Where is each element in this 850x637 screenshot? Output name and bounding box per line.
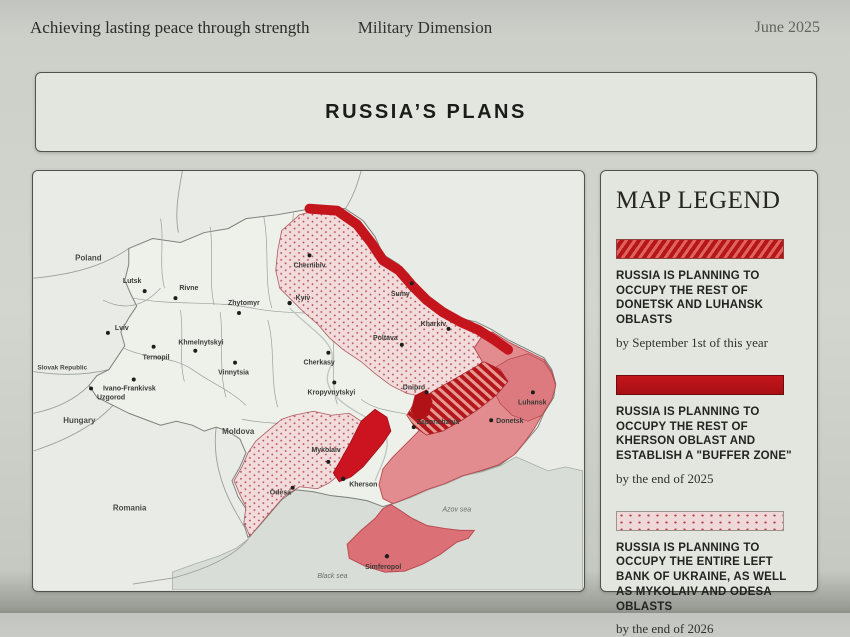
country-label-romania: Romania xyxy=(113,504,147,513)
city-dot-donetsk xyxy=(489,418,494,423)
city-dot-chernihiv xyxy=(307,253,312,258)
page-title: RUSSIA’S PLANS xyxy=(325,100,527,123)
city-markers: Lutsk Rivne Zhytomyr Kyiv Chernihiv Sumy… xyxy=(89,253,547,571)
hatch-dark-blob xyxy=(410,389,433,422)
city-dot-ternopil xyxy=(151,344,156,349)
city-dot-khmelnytskyi xyxy=(193,348,198,353)
city-label-simferopol: Simferopol xyxy=(365,564,401,571)
legend-item-text: RUSSIA IS PLANNING TO OCCUPY THE REST OF… xyxy=(616,405,792,463)
dnipro-river xyxy=(289,307,388,482)
buffer-zone-band xyxy=(304,203,514,355)
city-dot-kropyvnytskyi xyxy=(332,380,337,385)
city-label-donetsk: Donetsk xyxy=(496,418,524,425)
kherson-red-blob xyxy=(332,408,392,483)
ukraine-map: Poland Slovak Republic Hungary Moldova R… xyxy=(33,171,583,591)
city-dot-kharkiv xyxy=(446,326,451,331)
legend-item-deadline: by September 1st of this year xyxy=(616,334,768,350)
city-label-chernihiv: Chernihiv xyxy=(294,262,326,269)
region-luhansk xyxy=(491,353,557,422)
city-dot-dnipro xyxy=(424,390,429,395)
country-label-hungary: Hungary xyxy=(63,416,96,425)
city-label-zhytomyr: Zhytomyr xyxy=(228,300,260,307)
city-dot-lviv xyxy=(105,330,110,335)
legend-swatch-solid xyxy=(616,374,784,395)
city-dot-lutsk xyxy=(142,289,147,294)
legend-item-deadline: by the end of 2025 xyxy=(616,470,714,486)
legend-item: RUSSIA IS PLANNING TO OCCUPY THE REST OF… xyxy=(616,239,802,351)
country-label-moldova: Moldova xyxy=(222,427,255,436)
city-dot-ivano-frankivsk xyxy=(131,377,136,382)
city-label-kherson: Kherson xyxy=(349,482,377,489)
city-label-lutsk: Lutsk xyxy=(123,278,142,285)
legend-item: RUSSIA IS PLANNING TO OCCUPY THE REST OF… xyxy=(616,374,802,487)
city-label-odesa: Odesa xyxy=(270,490,291,497)
map-panel: Poland Slovak Republic Hungary Moldova R… xyxy=(32,170,585,592)
city-label-kropyvnytskyi: Kropyvnytskyi xyxy=(308,389,356,396)
region-crimea xyxy=(346,504,476,573)
legend-item: RUSSIA IS PLANNING TO OCCUPY THE ENTIRE … xyxy=(616,510,802,637)
legend-item-text: RUSSIA IS PLANNING TO OCCUPY THE ENTIRE … xyxy=(616,541,787,613)
legend-item-text: RUSSIA IS PLANNING TO OCCUPY THE REST OF… xyxy=(616,270,764,327)
city-dot-uzgorod xyxy=(89,386,94,391)
city-dot-poltava xyxy=(399,342,404,347)
header-date: June 2025 xyxy=(754,19,820,36)
header-left-text: Achieving lasting peace through strength xyxy=(30,18,310,37)
city-label-sumy: Sumy xyxy=(391,291,410,298)
city-dot-sumy xyxy=(409,281,414,286)
city-label-poltava: Poltava xyxy=(373,335,398,342)
city-label-uzgorod: Uzgorod xyxy=(97,394,125,401)
city-dot-vinnytsia xyxy=(233,360,238,365)
city-label-luhansk: Luhansk xyxy=(518,399,547,406)
city-dot-zhytomyr xyxy=(237,310,241,315)
country-label-poland: Poland xyxy=(75,253,102,262)
city-label-dnipro: Dnipro xyxy=(403,384,425,391)
region-hatched-donetsk xyxy=(406,361,509,436)
city-label-ternopil: Ternopil xyxy=(143,355,170,362)
city-dot-odesa xyxy=(290,485,295,490)
country-label-slovak-republic: Slovak Republic xyxy=(37,365,87,372)
city-dot-simferopol xyxy=(384,554,390,559)
legend-swatch-dotted xyxy=(616,510,784,531)
city-label-zaporizhzhia: Zaporizhzhia xyxy=(417,419,460,426)
legend-title: MAP LEGEND xyxy=(616,187,781,214)
city-dot-kherson xyxy=(341,476,346,481)
city-dot-mykolaiv xyxy=(326,459,331,464)
city-dot-kyiv xyxy=(287,300,292,306)
city-label-mykolaiv: Mykolaiv xyxy=(311,447,340,454)
city-label-lviv: Lviv xyxy=(115,325,129,332)
city-dot-luhansk xyxy=(530,390,535,395)
city-dot-cherkasy xyxy=(326,350,331,355)
sea-label-azov: Azov sea xyxy=(442,507,472,514)
city-dot-rivne xyxy=(173,296,178,301)
sea-label-black: Black sea xyxy=(317,573,347,580)
city-dot-zaporizhzhia xyxy=(411,425,416,430)
city-label-ivano-frankivsk: Ivano-Frankivsk xyxy=(103,385,156,392)
page-header: Achieving lasting peace through strength… xyxy=(0,0,850,56)
legend-panel: MAP LEGEND RUSSIA IS PLANNING TO OCCUPY … xyxy=(600,170,818,636)
city-label-kharkiv: Kharkiv xyxy=(421,321,447,328)
city-label-kyiv: Kyiv xyxy=(296,295,311,302)
city-label-rivne: Rivne xyxy=(179,285,198,292)
neighbor-borders xyxy=(33,171,362,585)
city-label-khmelnytskyi: Khmelnytskyi xyxy=(178,340,223,347)
city-label-cherkasy: Cherkasy xyxy=(304,360,335,367)
city-label-vinnytsia: Vinnytsia xyxy=(218,370,249,377)
legend-item-deadline: by the end of 2026 xyxy=(616,621,714,637)
title-panel: RUSSIA’S PLANS xyxy=(35,72,817,152)
legend-swatch-hatched xyxy=(616,239,784,259)
